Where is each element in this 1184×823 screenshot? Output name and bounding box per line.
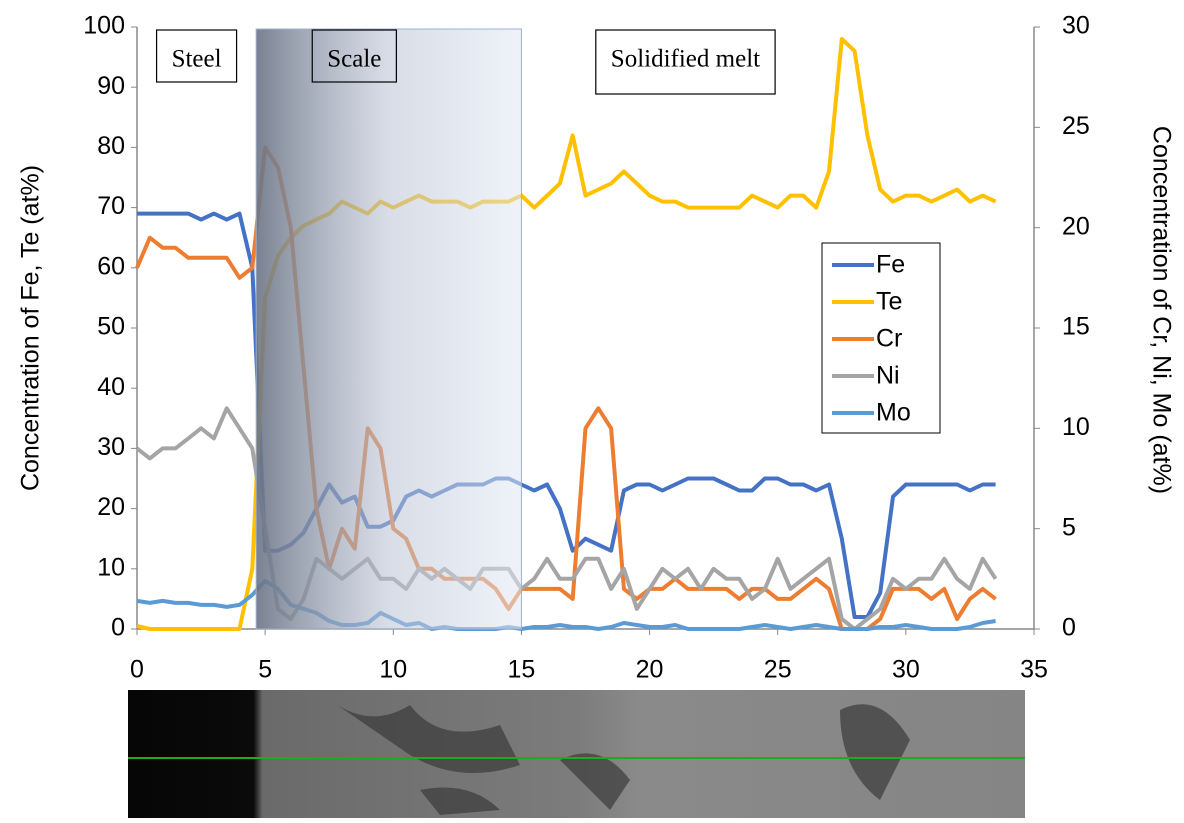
region-label: Scale (327, 46, 381, 73)
legend-label: Te (876, 288, 902, 316)
x-tick-label: 35 (1020, 656, 1048, 684)
y-tick-label: 30 (97, 433, 125, 461)
y-tick-label: 20 (97, 493, 125, 521)
y2-tick-label: 20 (1062, 212, 1090, 240)
region-label-box (595, 29, 776, 95)
micrograph (128, 690, 1025, 818)
region-label: Solidified melt (611, 46, 760, 73)
y2-tick-label: 25 (1062, 112, 1090, 140)
legend-label: Ni (876, 362, 900, 390)
y2-tick-label: 10 (1062, 413, 1090, 441)
y-tick-label: 50 (97, 313, 125, 341)
x-tick-label: 5 (258, 656, 272, 684)
y-tick-label: 100 (83, 12, 125, 40)
y2-tick-label: 15 (1062, 313, 1090, 341)
y2-tick-label: 5 (1062, 513, 1076, 541)
legend: Fe Te Cr Ni Mo (821, 242, 941, 434)
y-tick-label: 80 (97, 132, 125, 160)
region-label-box (311, 29, 397, 83)
region-shade (255, 28, 522, 630)
x-tick-label: 10 (379, 656, 407, 684)
x-tick-label: 30 (892, 656, 920, 684)
region-label: Steel (172, 46, 222, 73)
legend-label: Cr (876, 325, 902, 353)
y2-tick-label: 30 (1062, 12, 1090, 40)
y-tick-label: 90 (97, 72, 125, 100)
y-tick-label: 60 (97, 252, 125, 280)
x-tick-label: 20 (636, 656, 664, 684)
x-tick-label: 15 (508, 656, 536, 684)
legend-label: Mo (876, 399, 911, 427)
y2-tick-label: 0 (1062, 614, 1076, 642)
y-tick-label: 0 (111, 614, 125, 642)
legend-label: Fe (876, 251, 905, 279)
x-tick-label: 25 (764, 656, 792, 684)
y-tick-label: 40 (97, 373, 125, 401)
y-tick-label: 70 (97, 192, 125, 220)
y-axis-title: Concentration of Fe, Te (at%) (17, 165, 45, 491)
x-tick-label: 0 (130, 656, 144, 684)
y-tick-label: 10 (97, 553, 125, 581)
region-label-box (155, 29, 238, 83)
y2-axis-title: Concentration of Cr, Ni, Mo (at%) (1147, 126, 1175, 494)
